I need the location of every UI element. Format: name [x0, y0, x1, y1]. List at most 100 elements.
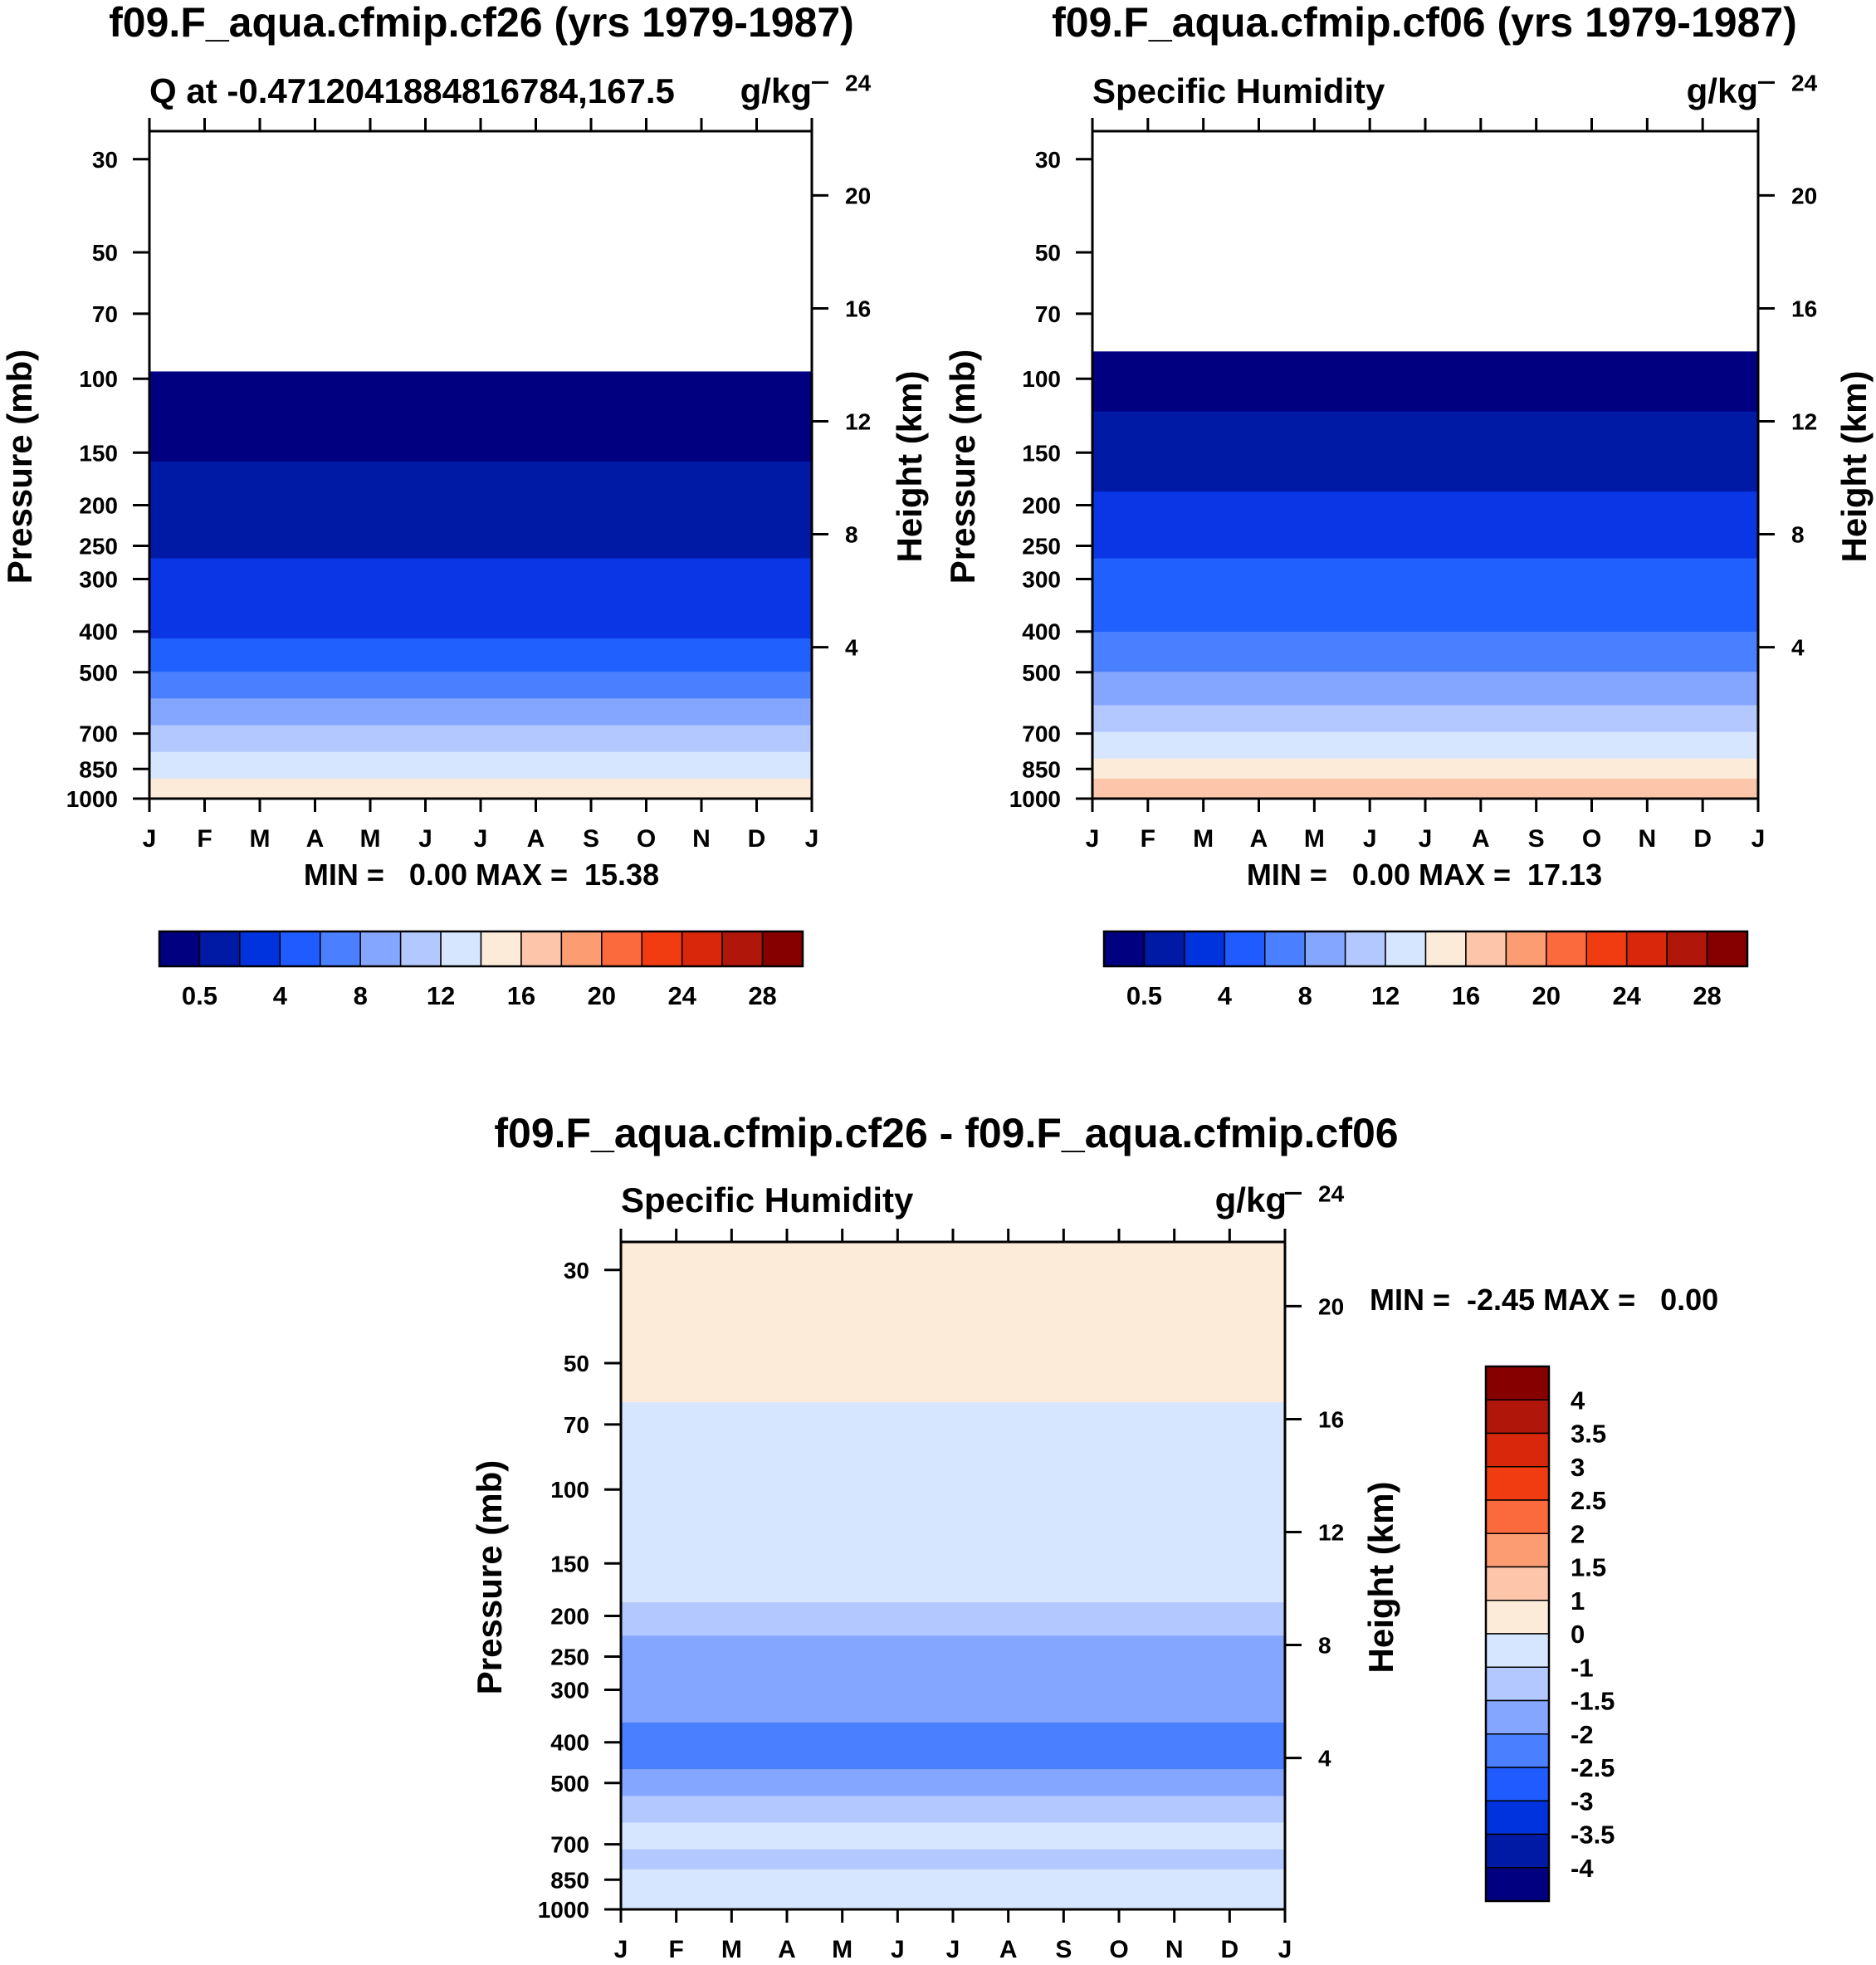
panel-2-subtitle-left: Specific Humidity [1092, 71, 1385, 110]
colorbar-box-15 [1706, 931, 1748, 967]
x-tick-label-4: M [832, 1936, 853, 1963]
y-tick-label-2: 70 [564, 1412, 589, 1438]
y-tick-label-7: 300 [79, 567, 118, 593]
contour-band-1 [149, 461, 812, 560]
height-tick-label-2: 16 [845, 296, 871, 321]
colorbar-box-1 [198, 931, 241, 967]
x-tick-label-11: D [1693, 825, 1712, 853]
colorbar-label-5: 1.5 [1571, 1553, 1606, 1582]
contour-band-7 [1092, 731, 1758, 760]
y-tick-label-6: 250 [1022, 534, 1061, 560]
contour-band-8 [1092, 758, 1758, 780]
colorbar-box-5 [359, 931, 402, 967]
colorbar-box-8 [480, 931, 522, 967]
contour-band-0 [149, 371, 812, 462]
colorbar-box-8 [1485, 1633, 1550, 1668]
x-tick-label-0: J [614, 1936, 628, 1963]
y-tick-label-5: 200 [1022, 492, 1061, 518]
colorbar-label-1: 3.5 [1571, 1420, 1606, 1449]
y-tick-label-9: 500 [1022, 660, 1061, 686]
x-tick-label-8: S [583, 825, 599, 853]
panel-1-stats: MIN = 0.00 MAX = 15.38 [304, 858, 659, 892]
colorbar-box-5 [1304, 931, 1346, 967]
height-tick-label-4: 8 [845, 522, 858, 548]
height-tick-label-3: 12 [845, 408, 871, 434]
colorbar-box-2 [1485, 1432, 1550, 1468]
height-tick-label-2: 16 [1318, 1406, 1344, 1432]
y-tick-label-2: 70 [1035, 301, 1061, 327]
colorbar-label-7: 0 [1571, 1620, 1585, 1649]
contour-band-6 [1092, 705, 1758, 733]
colorbar-frame [158, 930, 804, 968]
y-tick-label-6: 250 [79, 534, 118, 560]
panel-2: f09.F_aqua.cfmip.cf06 (yrs 1979-1987) Sp… [943, 0, 1874, 1010]
colorbar-box-3 [279, 931, 321, 967]
panel-1-ylabel: Pressure (mb) [0, 349, 39, 584]
colorbar-box-1 [1485, 1399, 1550, 1435]
colorbar-box-12 [641, 931, 683, 967]
colorbar-box-6 [399, 931, 442, 967]
y-tick-label-0: 30 [1035, 147, 1061, 173]
contour-band-5 [149, 698, 812, 726]
panel-3-colorbar: 4 3.5 3 2.5 2 1.5 1 0 -1 -1.5 -2 -2.5 -3 -3.5 -4 [1484, 1365, 1615, 1903]
colorbar-box-5 [1485, 1532, 1550, 1568]
height-tick-label-1: 20 [1791, 183, 1817, 208]
colorbar-box-15 [761, 931, 804, 967]
x-tick-label-0: J [1086, 825, 1100, 853]
colorbar-box-9 [520, 931, 563, 967]
x-tick-label-1: F [669, 1936, 684, 1963]
x-tick-label-1: F [1141, 825, 1155, 853]
colorbar-box-10 [1485, 1699, 1550, 1735]
colorbar-label-0: 4 [1571, 1386, 1585, 1415]
colorbar-label-4: 2 [1571, 1519, 1585, 1548]
panel-2-subtitle-right: g/kg [1687, 71, 1758, 110]
colorbar-box-10 [1505, 931, 1547, 967]
contour-band-3 [621, 1635, 1285, 1723]
y-tick-label-3: 100 [79, 366, 118, 392]
y-tick-label-3: 100 [1022, 366, 1061, 392]
contour-band-6 [621, 1796, 1285, 1823]
panel-3-axes: J F M A M J J A S O N D J 30 50 70 100 150 200 250 300 400 500… [538, 1180, 1345, 1963]
panel-3-ylabel-right: Height (km) [1361, 1482, 1400, 1674]
colorbar-label-5: 20 [1532, 981, 1561, 1010]
x-tick-label-9: O [637, 825, 656, 853]
y-tick-label-8: 400 [1022, 619, 1061, 645]
y-tick-label-6: 250 [550, 1645, 589, 1670]
colorbar-label-4: 16 [507, 981, 535, 1010]
colorbar-box-9 [1485, 1666, 1550, 1702]
colorbar-label-14: -4 [1571, 1854, 1594, 1883]
colorbar-box-6 [1485, 1566, 1550, 1601]
x-tick-label-2: M [721, 1936, 742, 1963]
x-tick-label-3: A [306, 825, 325, 853]
x-tick-label-9: O [1582, 825, 1601, 853]
x-tick-label-8: S [1055, 1936, 1072, 1963]
colorbar-box-0 [159, 931, 201, 967]
colorbar-box-3 [1224, 931, 1266, 967]
colorbar-label-11: -2.5 [1571, 1753, 1615, 1782]
panel-1-axes: J F M A M J J A S O N D J 30 50 70 100 150 200 250 300 400 500… [66, 70, 872, 853]
panel-2-ylabel-right: Height (km) [1834, 371, 1874, 563]
y-tick-label-12: 1000 [1009, 786, 1061, 812]
x-tick-label-1: F [197, 825, 212, 853]
y-tick-label-9: 500 [79, 660, 118, 686]
y-tick-label-4: 150 [550, 1551, 589, 1576]
height-tick-label-1: 20 [1318, 1293, 1344, 1319]
height-tick-label-5: 4 [1791, 635, 1805, 661]
contour-band-7 [621, 1822, 1285, 1850]
y-tick-label-0: 30 [92, 147, 118, 173]
y-tick-label-1: 50 [564, 1351, 589, 1376]
colorbar-label-2: 8 [1298, 981, 1312, 1010]
height-tick-label-4: 8 [1791, 522, 1805, 548]
colorbar-label-12: -3 [1571, 1787, 1594, 1816]
colorbar-label-2: 8 [354, 981, 368, 1010]
panel-1-subtitle-right: g/kg [740, 71, 812, 110]
y-tick-label-8: 400 [550, 1730, 589, 1756]
colorbar-box-12 [1585, 931, 1628, 967]
x-tick-label-4: M [1304, 825, 1325, 853]
panel-2-axes: J F M A M J J A S O N D J 30 50 70 100 150 200 250 300 400 500… [1009, 70, 1818, 853]
height-tick-label-5: 4 [1318, 1746, 1331, 1772]
height-tick-label-0: 24 [1318, 1180, 1345, 1206]
x-tick-label-12: J [1751, 825, 1766, 853]
height-tick-label-3: 12 [1791, 408, 1817, 434]
height-tick-label-3: 12 [1318, 1519, 1344, 1545]
